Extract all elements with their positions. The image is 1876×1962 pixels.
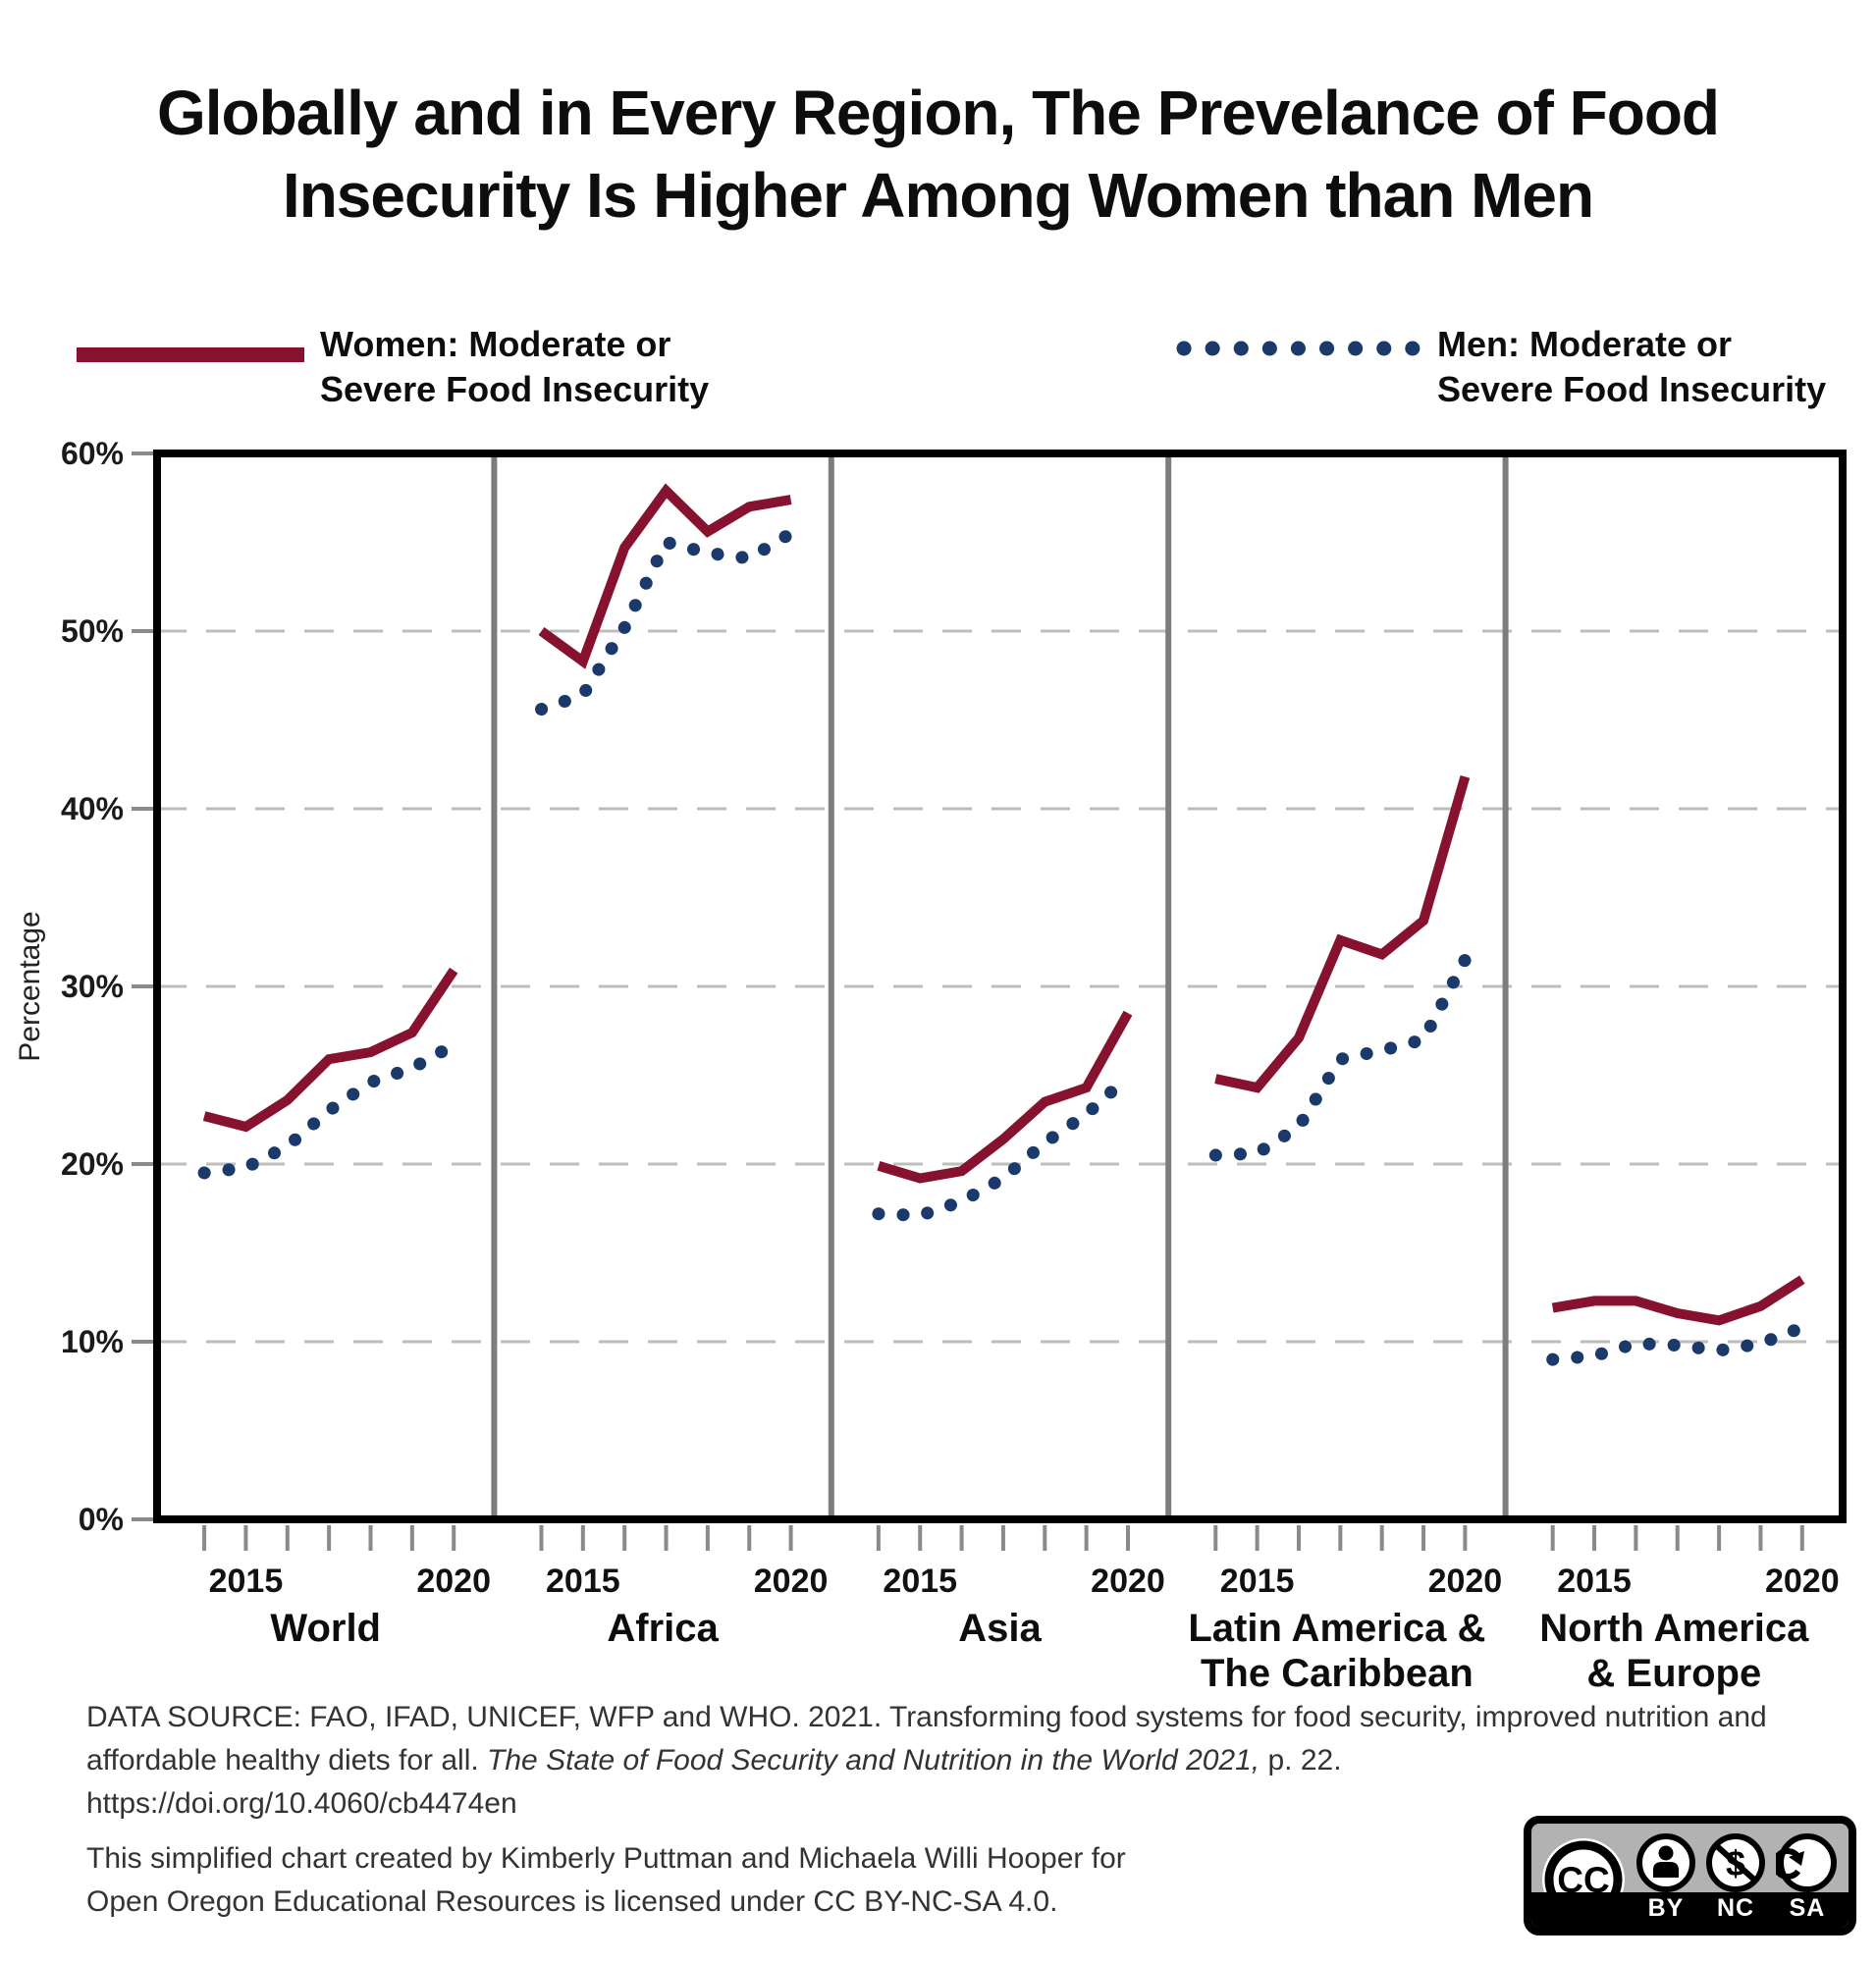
x-tick-label: 2015: [1557, 1563, 1632, 1600]
y-tick-label: 40%: [61, 791, 124, 826]
cc-sa-label: SA: [1789, 1894, 1826, 1922]
page-title: Globally and in Every Region, The Prevel…: [0, 72, 1876, 237]
x-tick-label: 2020: [416, 1563, 491, 1600]
cc-sa-icon: [1776, 1833, 1837, 1892]
credit-line1: This simplified chart created by Kimberl…: [86, 1842, 1126, 1875]
cc-badge-labels: BY NC SA: [1531, 1892, 1849, 1928]
doi-link[interactable]: https://doi.org/10.4060/cb4474en: [86, 1787, 517, 1820]
legend-women: Women: Moderate or Severe Food Insecurit…: [77, 322, 709, 412]
legend-women-label-line1: Women: Moderate or: [320, 324, 671, 364]
region-label: North America: [1539, 1607, 1809, 1650]
men-series-Asia: [872, 1070, 1135, 1223]
legend-men-label-line2: Severe Food Insecurity: [1437, 369, 1827, 409]
men-series-Africa: [535, 526, 798, 716]
region-label: Asia: [958, 1607, 1042, 1650]
x-tick-label: 2015: [209, 1563, 284, 1600]
x-tick-label: 2015: [546, 1563, 620, 1600]
region-label: World: [270, 1607, 381, 1650]
source-page-ref: p. 22.: [1260, 1744, 1342, 1776]
women-series-North America & Europe: [1551, 1275, 1805, 1326]
y-tick-label: 20%: [61, 1146, 124, 1182]
source-report-title: The State of Food Security and Nutrition…: [487, 1744, 1260, 1776]
legend-women-label-line2: Severe Food Insecurity: [320, 369, 710, 409]
cc-by-person-icon: [1636, 1833, 1695, 1892]
y-tick-label: 60%: [61, 436, 124, 471]
y-tick-label: 50%: [61, 613, 124, 649]
region-label: The Caribbean: [1201, 1652, 1474, 1695]
legend-men-label: Men: Moderate or Severe Food Insecurity: [1437, 322, 1826, 412]
region-label: Latin America &: [1188, 1607, 1485, 1650]
page-title-line1: Globally and in Every Region, The Prevel…: [156, 77, 1720, 148]
men-series-World: [197, 1038, 460, 1180]
women-solid-line-swatch: [77, 347, 304, 362]
legend-men: Men: Moderate or Severe Food Insecurity: [1176, 322, 1826, 412]
y-tick-label: 0%: [79, 1502, 124, 1537]
region-label: Africa: [607, 1607, 719, 1650]
x-tick-label: 2015: [1220, 1563, 1295, 1600]
x-tick-label: 2020: [1428, 1563, 1503, 1600]
women-series-Latin America & The Caribbean: [1214, 775, 1471, 1093]
credit-line2: Open Oregon Educational Resources is lic…: [86, 1885, 1058, 1918]
cc-license-badge[interactable]: CC $ BY NC SA: [1524, 1816, 1856, 1935]
cc-nc-label: NC: [1716, 1894, 1755, 1922]
women-series-Africa: [538, 483, 792, 669]
source-line1: DATA SOURCE: FAO, IFAD, UNICEF, WFP and …: [86, 1701, 1597, 1733]
x-tick-label: 2015: [883, 1563, 957, 1600]
men-series-North America & Europe: [1546, 1321, 1809, 1366]
y-axis-title: Percentage: [14, 911, 46, 1061]
men-dotted-line-swatch: [1176, 341, 1423, 356]
source-line2: nutrition and affordable healthy diets f…: [86, 1701, 1767, 1776]
x-tick-label: 2020: [1091, 1563, 1165, 1600]
cc-by-label: BY: [1647, 1894, 1685, 1922]
y-tick-label: 10%: [61, 1324, 124, 1359]
license-credit-note: This simplified chart created by Kimberl…: [86, 1837, 1804, 1924]
region-label: & Europe: [1586, 1652, 1761, 1695]
women-series-World: [202, 967, 458, 1133]
page-title-line2: Insecurity Is Higher Among Women than Me…: [282, 159, 1594, 231]
data-source-note: DATA SOURCE: FAO, IFAD, UNICEF, WFP and …: [86, 1696, 1804, 1826]
women-series-Asia: [877, 1010, 1133, 1184]
plot-frame: [153, 450, 1847, 1523]
legend-women-label: Women: Moderate or Severe Food Insecurit…: [320, 322, 709, 412]
x-tick-label: 2020: [754, 1563, 829, 1600]
men-series-Latin America & The Caribbean: [1208, 953, 1472, 1162]
y-tick-label: 30%: [61, 969, 124, 1004]
legend-men-label-line1: Men: Moderate or: [1437, 324, 1733, 364]
cc-nc-icon: $: [1706, 1833, 1765, 1892]
x-tick-label: 2020: [1765, 1563, 1840, 1600]
